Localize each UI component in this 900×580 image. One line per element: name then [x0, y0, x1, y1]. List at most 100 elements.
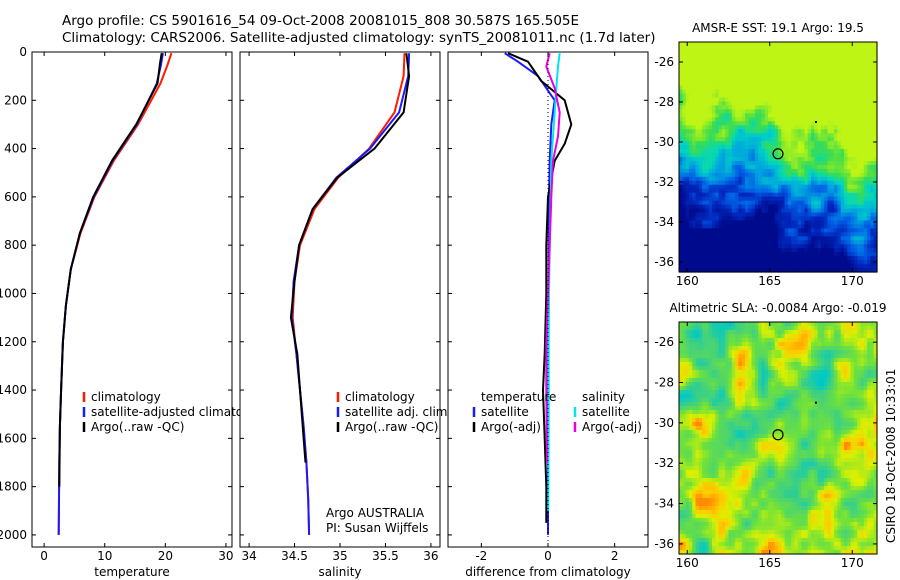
map-cell [794, 184, 799, 190]
map-cell [702, 264, 706, 269]
map-cell [794, 224, 799, 229]
map-cell [774, 153, 779, 158]
map-cell [688, 346, 693, 351]
map-cell [778, 330, 782, 335]
map-cell [708, 105, 713, 111]
map-cell [814, 153, 819, 158]
map-cell [834, 252, 838, 257]
map-cell [715, 256, 720, 261]
map-cell [847, 180, 852, 186]
map-cell [870, 176, 875, 182]
map-cell [857, 117, 862, 122]
map-cell [834, 160, 838, 166]
map-cell [840, 402, 845, 407]
map-cell [787, 85, 792, 91]
map-cell [820, 69, 825, 75]
map-cell [784, 228, 789, 233]
map-cell [731, 45, 736, 51]
map-cell [840, 232, 845, 237]
map-cell [787, 220, 792, 226]
map-cell [768, 200, 772, 206]
map-cell [768, 133, 772, 138]
map-cell [850, 224, 855, 229]
map-cell [688, 153, 693, 158]
map-cell [797, 200, 802, 206]
map-cell [721, 354, 726, 359]
map-cell [774, 322, 779, 327]
map-cell [695, 93, 700, 99]
map-cell [731, 65, 736, 71]
map-cell [837, 240, 842, 245]
map-cell [794, 322, 799, 327]
map-cell [688, 149, 693, 154]
map-cell [695, 184, 700, 190]
map-cell [738, 65, 743, 71]
map-cell [768, 204, 772, 210]
map-cell [758, 382, 763, 387]
map-cell [771, 232, 776, 237]
map-cell [784, 342, 789, 347]
map-cell [688, 121, 693, 126]
map-cell [791, 362, 796, 367]
map-cell [702, 350, 706, 355]
map-cell [774, 73, 779, 79]
map-cell [764, 382, 769, 387]
map-cell [787, 330, 792, 335]
map-cell [781, 149, 786, 154]
map-cell [745, 358, 749, 363]
map-cell [844, 125, 848, 130]
map-cell [857, 129, 862, 134]
map-cell [718, 97, 723, 103]
map-cell [804, 184, 809, 190]
map-cell [791, 334, 796, 339]
map-cell [741, 256, 746, 261]
map-cell [824, 346, 829, 351]
map-cell [794, 256, 799, 261]
map-cell [721, 113, 726, 118]
map-cell [844, 252, 848, 257]
map-cell [860, 402, 865, 407]
map-cell [778, 268, 782, 273]
map-cell [728, 172, 733, 178]
map-cell [778, 394, 782, 399]
map-cell [718, 334, 723, 339]
map-cell [692, 180, 697, 186]
map-cell [774, 204, 779, 210]
map-cell [774, 45, 779, 51]
map-cell [857, 93, 862, 99]
map-cell [754, 350, 759, 355]
map-cell [761, 77, 766, 83]
map-cell [768, 386, 772, 391]
map-cell [738, 168, 743, 174]
map-cell [801, 200, 805, 206]
map-cell [764, 362, 769, 367]
map-cell [870, 374, 875, 379]
map-cell [695, 350, 700, 355]
map-cell [860, 264, 865, 269]
map-cell [857, 172, 862, 178]
map-cell [840, 180, 845, 186]
map-cell [771, 42, 776, 47]
map-cell [781, 256, 786, 261]
map-cell [834, 105, 838, 111]
map-cell [781, 81, 786, 87]
map-cell [784, 398, 789, 403]
map-cell [857, 334, 862, 339]
map-cell [827, 42, 832, 47]
map-cell [695, 153, 700, 158]
map-cell [751, 69, 756, 75]
map-cell [791, 378, 796, 383]
map-cell [811, 160, 815, 166]
map-cell [827, 322, 832, 327]
map-cell [698, 121, 703, 126]
map-cell [705, 133, 710, 138]
map-cell [817, 394, 822, 399]
map-cell [728, 382, 733, 387]
map-cell [834, 153, 838, 158]
map-cell [721, 204, 726, 210]
map-cell [692, 164, 697, 170]
map-cell [863, 374, 868, 379]
map-cell [695, 149, 700, 154]
map-cell [764, 188, 769, 194]
map-cell [685, 334, 690, 339]
